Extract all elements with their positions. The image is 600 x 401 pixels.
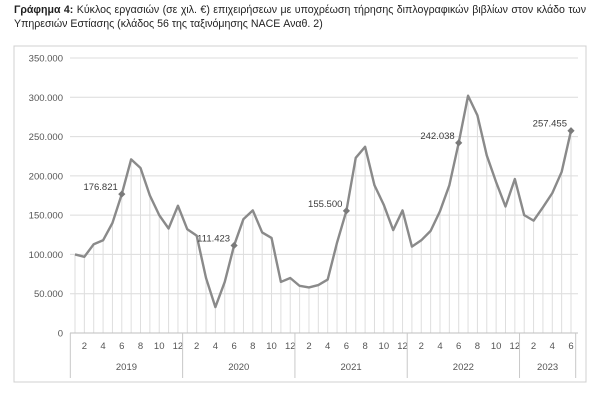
x-tick-label: 10	[491, 341, 502, 352]
x-tick-label: 4	[550, 341, 555, 352]
x-tick-label: 6	[568, 341, 573, 352]
year-label: 2023	[537, 362, 558, 373]
x-tick-label: 2	[531, 341, 536, 352]
x-tick-label: 4	[437, 341, 442, 352]
x-tick-label: 8	[475, 341, 480, 352]
data-labels: 176.821 111.423 155.500 242.038 257.455	[83, 119, 567, 245]
x-tick-label: 6	[119, 341, 124, 352]
x-tick-label: 4	[100, 341, 105, 352]
year-label: 2022	[453, 362, 474, 373]
y-axis: 0 50.000 100.000 150.000 200.000 250.000 300.0…	[29, 54, 63, 340]
x-tick-label: 2	[306, 341, 311, 352]
x-tick-label: 10	[266, 341, 277, 352]
y-tick-label: 200.000	[29, 171, 63, 182]
y-tick-label: 150.000	[29, 211, 63, 222]
data-point-marker	[342, 207, 350, 215]
year-label: 2020	[228, 362, 249, 373]
x-tick-label: 6	[456, 341, 461, 352]
data-point-marker	[118, 190, 126, 198]
data-label: 257.455	[533, 119, 567, 130]
series-line	[74, 94, 573, 309]
x-tick-label: 12	[173, 341, 184, 352]
x-tick-label: 4	[213, 341, 218, 352]
x-tick-label: 4	[325, 341, 330, 352]
data-point-marker	[455, 139, 463, 147]
x-tick-label: 10	[379, 341, 390, 352]
year-label: 2019	[116, 362, 137, 373]
caption-text: Κύκλος εργασιών (σε χιλ. €) επιχειρήσεων…	[14, 4, 586, 30]
x-tick-label: 6	[231, 341, 236, 352]
y-tick-label: 50.000	[34, 289, 63, 300]
x-tick-label: 2	[194, 341, 199, 352]
x-tick-label: 2	[82, 341, 87, 352]
y-tick-label: 100.000	[29, 250, 63, 261]
data-label: 111.423	[197, 233, 230, 244]
y-tick-label: 0	[58, 329, 63, 340]
x-tick-label: 8	[250, 341, 255, 352]
x-tick-label: 12	[510, 341, 521, 352]
drop-lines	[74, 95, 572, 333]
data-point-marker	[567, 127, 575, 135]
data-label: 242.038	[420, 131, 454, 142]
y-tick-label: 350.000	[29, 54, 63, 65]
x-tick-label: 6	[344, 341, 349, 352]
x-tick-label: 12	[285, 341, 296, 352]
y-tick-label: 250.000	[29, 132, 63, 143]
data-label: 176.821	[83, 182, 117, 193]
x-tick-label: 8	[362, 341, 367, 352]
chart-caption: Γράφημα 4: Κύκλος εργασιών (σε χιλ. €) ε…	[14, 4, 586, 31]
caption-label: Γράφημα 4:	[14, 4, 74, 16]
y-tick-label: 300.000	[29, 93, 63, 104]
x-tick-label: 10	[154, 341, 165, 352]
chart-frame	[13, 45, 587, 383]
x-tick-label: 8	[138, 341, 143, 352]
x-tick-label: 12	[397, 341, 408, 352]
series-markers	[118, 127, 575, 250]
year-label: 2021	[341, 362, 362, 373]
data-label: 155.500	[308, 199, 342, 210]
x-axis: 2 4 6 8 10 12 2019 2 4 6 8 10 12 2020 2 4 6 8 10 12 2021 2 4 6 8…	[69, 332, 578, 378]
data-point-marker	[230, 241, 238, 250]
x-tick-label: 2	[419, 341, 424, 352]
